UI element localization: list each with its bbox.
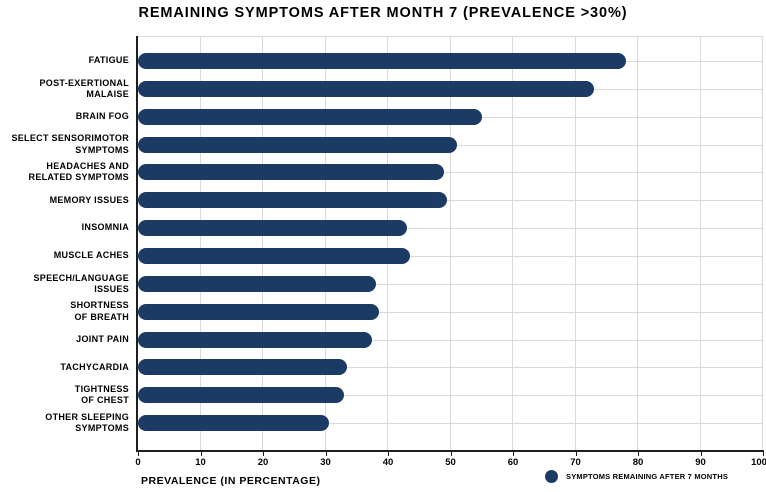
category-axis-labels: FATIGUE POST-EXERTIONAL MALAISE BRAIN FOG S… (0, 36, 133, 450)
bar (138, 387, 345, 404)
x-tick-label: 0 (135, 457, 141, 468)
x-tick-label: 80 (632, 457, 644, 468)
gridline-vertical (449, 36, 451, 450)
x-tick-mark (200, 452, 202, 456)
bar-row (138, 353, 763, 381)
x-tick-label: 30 (320, 457, 331, 468)
gridline-horizontal (138, 255, 763, 257)
category-label: MEMORY ISSUES (49, 194, 129, 205)
category-label: HEADACHES AND RELATED SYMPTOMS (28, 161, 129, 183)
bar-row (138, 47, 763, 75)
bar-row (138, 326, 763, 354)
category-label: BRAIN FOG (75, 111, 129, 122)
vertical-gridlines (138, 36, 763, 450)
x-tick-mark (325, 452, 327, 456)
category-label: SPEECH/LANGUAGE ISSUES (33, 272, 129, 294)
bar (138, 359, 348, 376)
bar-row (138, 103, 763, 131)
bar (138, 164, 445, 181)
gridline-vertical (762, 36, 763, 450)
bar (138, 331, 373, 348)
bar (138, 275, 376, 292)
bar (138, 247, 410, 264)
x-tick-mark (263, 452, 264, 456)
x-tick-mark (638, 452, 639, 456)
category-label: TIGHTNESS OF CHEST (74, 383, 129, 406)
category-label: OTHER SLEEPING SYMPTOMS (45, 411, 129, 434)
gridline-vertical (262, 36, 263, 450)
bar (138, 220, 407, 237)
x-tick-label: 90 (695, 457, 706, 468)
category-label: JOINT PAIN (76, 333, 129, 344)
x-tick-label: 60 (507, 457, 519, 468)
bar (138, 80, 595, 97)
bar-row (138, 298, 763, 326)
category-label: TACHYCARDIA (60, 361, 129, 372)
bar-row (138, 186, 763, 214)
gridline-horizontal (138, 367, 763, 369)
bar-row (138, 242, 763, 270)
bar-row (138, 75, 763, 103)
plot-top-border (138, 36, 763, 37)
gridline-vertical (324, 36, 326, 450)
x-axis-line (136, 450, 764, 452)
category-label: SHORTNESS OF BREATH (70, 300, 129, 322)
x-tick-label: 20 (257, 457, 269, 468)
gridline-horizontal (138, 228, 763, 230)
y-axis-line (136, 36, 138, 452)
bar (138, 192, 448, 209)
category-label: MUSCLE ACHES (53, 250, 129, 261)
category-label: INSOMNIA (81, 222, 129, 233)
gridline-horizontal (138, 172, 763, 174)
bar-row (138, 214, 763, 242)
x-tick-label: 10 (195, 457, 206, 468)
x-tick-mark (763, 452, 764, 456)
gridline-horizontal (138, 200, 763, 202)
chart-title: REMAINING SYMPTOMS AFTER MONTH 7 (PREVAL… (138, 5, 628, 21)
legend-label: SYMPTOMS REMAINING AFTER 7 MONTHS (566, 472, 729, 481)
category-label: POST-EXERTIONAL MALAISE (39, 77, 129, 99)
gridline-vertical (199, 36, 201, 450)
gridline-horizontal (138, 395, 763, 397)
gridline-vertical (387, 36, 388, 450)
gridline-vertical (637, 36, 638, 450)
category-label: SELECT SENSORIMOTOR SYMPTOMS (11, 133, 129, 155)
gridline-vertical (574, 36, 576, 450)
bar (138, 52, 626, 69)
x-tick-mark (450, 452, 452, 456)
gridline-horizontal (138, 423, 763, 425)
gridline-vertical (699, 36, 701, 450)
x-tick-mark (513, 452, 514, 456)
bar (138, 136, 457, 153)
gridline-horizontal (138, 339, 763, 341)
bar-row (138, 131, 763, 159)
x-axis-ticks: 0 10 20 30 40 50 60 70 80 90 100 (135, 452, 766, 474)
x-axis-title: PREVALENCE (IN PERCENTAGE) (141, 475, 321, 487)
bar-rows (138, 36, 763, 450)
bar (138, 303, 379, 320)
category-label: FATIGUE (88, 55, 129, 66)
bar-row (138, 158, 763, 186)
bar-row (138, 270, 763, 298)
x-tick-mark (388, 452, 389, 456)
bar (138, 415, 329, 432)
x-tick-label: 50 (445, 457, 456, 468)
gridline-horizontal (138, 311, 763, 313)
x-tick-label: 100 (751, 457, 766, 468)
x-tick-mark (138, 452, 139, 456)
x-tick-mark (700, 452, 702, 456)
gridline-vertical (512, 36, 513, 450)
bar-row (138, 409, 763, 437)
x-tick-mark (575, 452, 577, 456)
legend-marker-icon (545, 470, 558, 483)
bar (138, 108, 482, 125)
x-tick-label: 40 (382, 457, 394, 468)
x-tick-label: 70 (570, 457, 581, 468)
plot-area (138, 36, 763, 450)
legend: SYMPTOMS REMAINING AFTER 7 MONTHS (545, 470, 728, 483)
bar-row (138, 381, 763, 409)
gridline-horizontal (138, 283, 763, 285)
